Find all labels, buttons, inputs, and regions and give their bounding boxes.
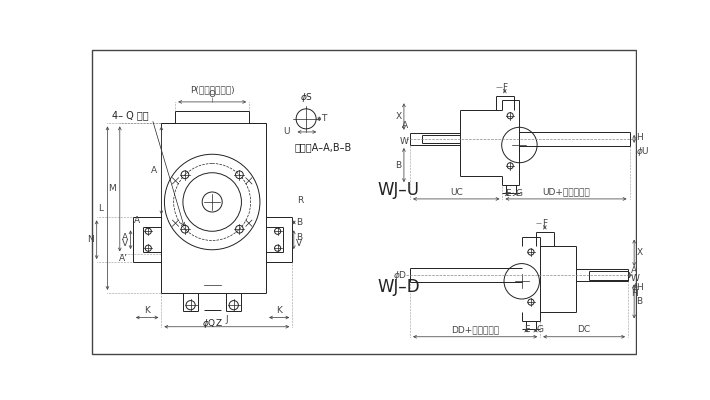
Text: J: J xyxy=(226,315,228,324)
Text: E: E xyxy=(524,325,530,334)
Text: H: H xyxy=(631,289,638,298)
Text: B: B xyxy=(296,233,302,242)
Text: V: V xyxy=(122,239,129,248)
Text: $\phi$S: $\phi$S xyxy=(300,91,312,104)
Text: H: H xyxy=(635,133,643,142)
Text: W: W xyxy=(631,274,640,283)
Text: P(取付ベース幅): P(取付ベース幅) xyxy=(190,85,234,94)
Text: K: K xyxy=(144,306,150,315)
Text: DD+ストローク: DD+ストローク xyxy=(451,326,499,334)
Text: M: M xyxy=(108,184,116,194)
Text: O: O xyxy=(209,90,216,99)
Text: DC: DC xyxy=(577,326,591,334)
Text: G: G xyxy=(515,189,523,198)
Text: A: A xyxy=(133,216,140,225)
Text: K: K xyxy=(276,306,282,315)
Text: $\phi$QZ: $\phi$QZ xyxy=(202,318,222,330)
Text: E: E xyxy=(505,189,510,198)
Text: L: L xyxy=(99,204,104,213)
Text: V: V xyxy=(296,239,302,248)
Text: WJ–D: WJ–D xyxy=(377,278,420,296)
Text: $\phi$H: $\phi$H xyxy=(631,281,645,294)
Text: $\phi$U: $\phi$U xyxy=(635,145,650,158)
Text: W: W xyxy=(400,136,408,146)
Text: X: X xyxy=(395,112,402,121)
Text: A: A xyxy=(631,266,637,275)
Text: N: N xyxy=(87,235,94,244)
Text: R: R xyxy=(297,196,303,205)
Text: A: A xyxy=(122,233,129,242)
Text: B: B xyxy=(636,297,643,306)
Text: UD+ストローク: UD+ストローク xyxy=(542,188,590,197)
Text: F: F xyxy=(542,219,547,228)
Text: A: A xyxy=(151,166,158,175)
Text: B: B xyxy=(395,160,402,170)
Text: $\phi$D: $\phi$D xyxy=(393,269,408,282)
Text: 4– Q キリ: 4– Q キリ xyxy=(112,110,148,120)
Text: A': A' xyxy=(119,254,128,263)
Text: T: T xyxy=(322,114,327,123)
Text: B: B xyxy=(296,218,302,227)
Text: WJ–U: WJ–U xyxy=(377,182,419,200)
Text: A: A xyxy=(403,121,408,130)
Text: G: G xyxy=(536,325,543,334)
Text: F: F xyxy=(502,83,508,92)
Text: X: X xyxy=(636,248,643,257)
Text: 断面　A–A,B–B: 断面 A–A,B–B xyxy=(295,142,352,152)
Text: UC: UC xyxy=(450,188,463,197)
Text: U: U xyxy=(283,128,290,136)
